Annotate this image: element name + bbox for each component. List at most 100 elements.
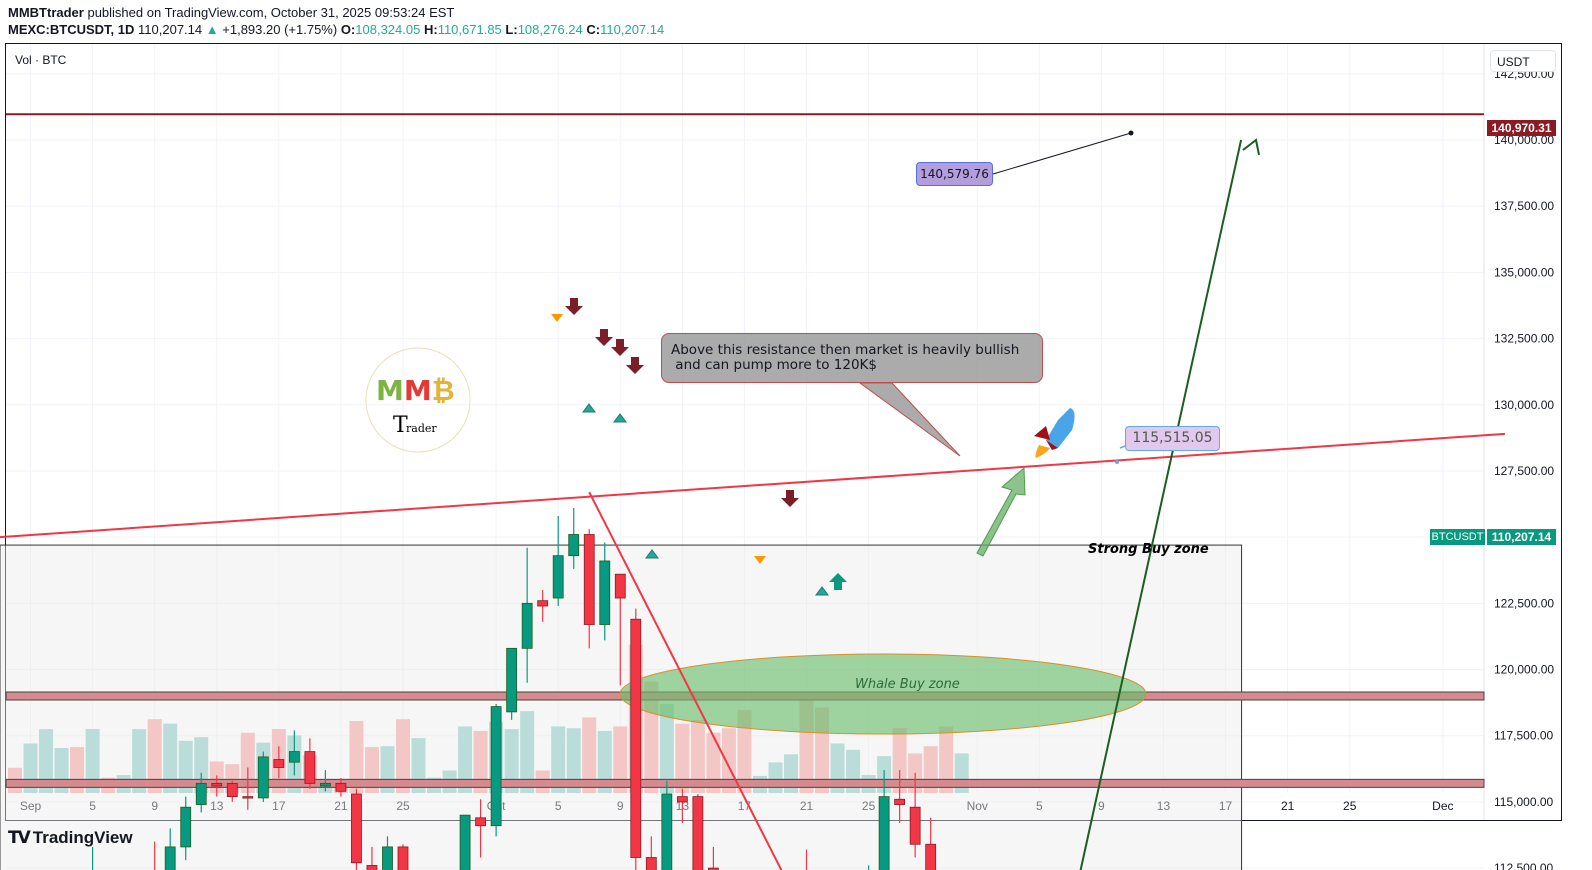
candle-body: [273, 759, 285, 768]
volume-bar: [892, 728, 907, 793]
trendline-descending: [588, 491, 783, 870]
price-change: +1,893.20 (+1.75%): [222, 22, 338, 37]
volume-bar: [349, 721, 364, 793]
y-axis-label: 112,500.00: [1494, 861, 1553, 870]
symbol-legend: MEXC:BTCUSDT, 1D 110,207.14 ▲ +1,893.20 …: [8, 22, 664, 37]
x-axis-label: Sep: [20, 799, 42, 813]
arrow-head-icon: [1242, 138, 1260, 156]
sell-arrow-icon: [626, 357, 644, 374]
sell-arrow-icon: [565, 298, 583, 315]
x-axis-label: 25: [1343, 799, 1357, 813]
x-axis-label: 9: [617, 799, 624, 813]
sell-arrow-icon: [595, 329, 613, 346]
volume-bar: [473, 730, 488, 793]
candle-body: [583, 534, 595, 625]
price-label-target[interactable]: 140,579.76: [916, 162, 993, 186]
brand-name: TradingView: [32, 828, 133, 847]
x-axis-label: 21: [800, 799, 814, 813]
volume-indicator-label[interactable]: Vol · BTC: [15, 53, 67, 67]
high-value: 110,671.85: [437, 22, 502, 37]
close-value: 110,207.14: [600, 22, 665, 37]
x-axis-label: 5: [555, 799, 562, 813]
volume-bar: [396, 719, 410, 793]
publisher-name[interactable]: MMBTtrader: [8, 5, 84, 20]
x-axis-label: Dec: [1432, 799, 1453, 813]
volume-bar: [659, 703, 674, 793]
rocket-flame-icon: [1035, 445, 1050, 458]
tradingview-logo[interactable]: 𝗧𝗩 TradingView: [8, 828, 133, 848]
last-price: 110,207.14: [138, 22, 203, 37]
buy-signal-triangle-icon: [645, 549, 659, 559]
price-label-resistance[interactable]: 115,515.05: [1125, 426, 1220, 451]
trendline-target-arrow: [1079, 139, 1243, 870]
symbol-name[interactable]: MEXC:BTCUSDT, 1D: [8, 22, 135, 37]
volume-bar: [458, 726, 473, 793]
volume-bar: [39, 729, 54, 793]
candle-body: [490, 706, 502, 827]
mmb-logo-trader: rader: [406, 422, 437, 435]
label-connector: [992, 132, 1132, 175]
x-axis-label: 25: [862, 799, 876, 813]
volume-bar: [721, 728, 736, 793]
volume-bar: [85, 729, 100, 793]
volume-bar: [597, 730, 612, 793]
x-axis-label: 17: [1219, 799, 1233, 813]
buy-arrow-icon: [829, 573, 847, 590]
volume-bar: [582, 717, 597, 793]
candle-body: [257, 756, 269, 799]
y-axis-label: 115,000.00: [1494, 795, 1553, 809]
candle-body: [319, 782, 331, 787]
open-value: 108,324.05: [355, 22, 421, 37]
strong-buy-zone-label: Strong Buy zone: [1088, 542, 1209, 557]
buy-signal-triangle-icon: [613, 413, 627, 423]
y-axis-label: 132,500.00: [1494, 332, 1554, 346]
candle-body: [661, 793, 673, 870]
candle-body: [288, 751, 300, 763]
y-axis-label: 117,500.00: [1494, 729, 1553, 743]
sell-arrow-icon: [611, 339, 629, 356]
candle-body: [459, 814, 471, 870]
x-axis-label: 21: [1281, 799, 1295, 813]
up-triangle-icon: ▲: [205, 22, 219, 37]
volume-bar: [737, 710, 752, 793]
sell-signal-triangle-icon: [551, 314, 563, 322]
candle-body: [335, 782, 347, 792]
resistance-callout[interactable]: Above this resistance then market is hea…: [661, 333, 1043, 383]
volume-bar: [163, 723, 178, 793]
rocket-fin-icon: [1034, 426, 1050, 440]
buy-signal-triangle-icon: [815, 586, 829, 596]
x-axis-label: 25: [396, 799, 410, 813]
trendline-upper-channel: [0, 432, 1505, 539]
candle-body: [351, 793, 362, 864]
last-price-tag: 110,207.14: [1487, 529, 1556, 545]
candle-body: [878, 796, 890, 870]
x-axis-label: 5: [1036, 799, 1043, 813]
anchor-point: [1115, 460, 1119, 464]
bullish-arrow-icon: [976, 466, 1026, 557]
volume-bar: [504, 729, 519, 793]
volume-bar: [147, 719, 162, 793]
y-axis-label: 130,000.00: [1494, 398, 1554, 412]
candle-body: [397, 846, 409, 870]
candle-body: [304, 751, 316, 784]
y-axis-label: 137,500.00: [1494, 199, 1554, 213]
tradingview-mark-icon: 𝗧𝗩: [8, 828, 31, 847]
candle-body: [909, 806, 921, 845]
x-axis-label: 17: [272, 799, 286, 813]
candle-body: [382, 846, 393, 870]
anchor-point: [1128, 130, 1134, 136]
x-axis-label: 5: [89, 799, 96, 813]
low-label: L:: [505, 22, 518, 37]
mmb-logo-circle: [365, 347, 471, 453]
currency-selector[interactable]: USDT: [1490, 50, 1556, 72]
x-axis-label: 21: [334, 799, 348, 813]
x-axis-label: 13: [1157, 799, 1171, 813]
chart-pane[interactable]: [5, 43, 1562, 821]
candle-body: [599, 560, 611, 625]
candle-body: [676, 796, 688, 803]
candle-body: [211, 782, 223, 787]
candle-body: [925, 843, 937, 870]
y-axis-label: 122,500.00: [1494, 596, 1554, 610]
candle-body: [645, 857, 657, 870]
